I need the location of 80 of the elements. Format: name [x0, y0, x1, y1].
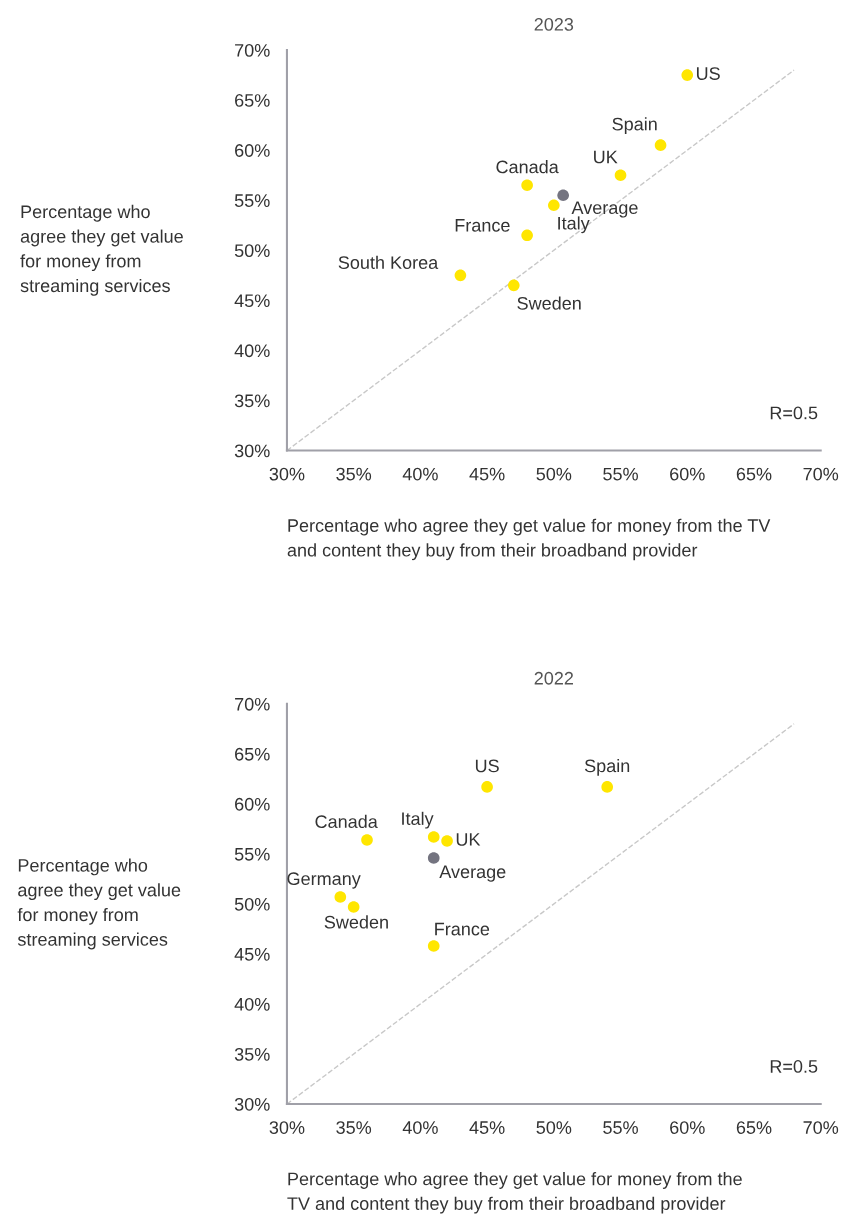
series-label: Average	[439, 865, 506, 882]
point	[441, 835, 453, 847]
series-label: Spain	[612, 117, 657, 135]
x-tick-label: 40%	[402, 1121, 438, 1134]
series-label: Average	[571, 201, 638, 218]
x-tick-label: 70%	[803, 1121, 839, 1134]
y-tick-label: 65%	[235, 747, 270, 761]
y-tick-label: 40%	[234, 997, 270, 1011]
series-label: France	[435, 922, 490, 936]
y-tick-label: 70%	[235, 697, 270, 711]
point	[654, 139, 667, 151]
y-tick-label: 45%	[234, 294, 270, 308]
series-label: Germany	[287, 872, 361, 889]
point	[361, 834, 373, 846]
x-tick-label: 65%	[736, 1121, 772, 1134]
y-tick-label: 35%	[234, 1047, 270, 1061]
y-tick-label: 30%	[234, 444, 270, 458]
x-tick-label: 60%	[670, 467, 705, 481]
y-tick-label: 70%	[235, 44, 270, 57]
series-label: Italy	[558, 216, 590, 234]
series-label: UK	[456, 833, 481, 846]
x-tick-label: 55%	[603, 1121, 638, 1134]
series-label: UK	[594, 150, 618, 164]
point	[427, 852, 440, 864]
y-tick-label: 35%	[234, 394, 270, 408]
y-tick-label: 50%	[234, 897, 270, 911]
chart-title: 2023	[534, 18, 574, 31]
point	[614, 169, 627, 182]
series-label: Canada	[315, 814, 378, 829]
x-tick-label: 30%	[269, 1121, 305, 1134]
series-label: Spain	[584, 758, 630, 776]
x-tick-label: 40%	[402, 467, 438, 481]
point	[557, 189, 569, 202]
point	[548, 199, 560, 212]
y-tick-label: 65%	[235, 94, 270, 107]
point	[601, 781, 613, 793]
series-label: Sweden	[517, 296, 581, 310]
x-tick-label: 50%	[536, 467, 572, 481]
x-axis-title: Percentage who agree they get value for money from the TV and content they buy from their broadband provider	[287, 518, 771, 561]
chart-title: 2022	[534, 671, 573, 685]
x-axis-title: Percentage who agree they get value for money from the TV and content they buy from their broadband provider	[287, 1172, 742, 1214]
x-tick-label: 35%	[336, 1121, 372, 1134]
x-tick-label: 45%	[469, 467, 505, 481]
x-tick-label: 60%	[670, 1121, 705, 1134]
series-label: Italy	[402, 811, 434, 829]
y-tick-label: 55%	[234, 847, 270, 861]
annotation: R=0.5	[770, 1060, 818, 1073]
annotation: R=0.5	[770, 406, 818, 420]
point	[521, 179, 533, 192]
point	[454, 269, 467, 282]
y-axis-title: Percentage who agree they get value for money from streaming services	[20, 204, 183, 296]
y-tick-label: 40%	[234, 344, 270, 358]
y-tick-label: 30%	[234, 1097, 270, 1111]
x-tick-label: 55%	[603, 467, 638, 481]
point	[507, 279, 520, 292]
point	[334, 891, 347, 903]
series-label: Sweden	[324, 915, 388, 929]
x-tick-label: 50%	[536, 1121, 572, 1134]
x-tick-label: 35%	[336, 467, 372, 481]
series-label: US	[696, 67, 720, 80]
y-tick-label: 60%	[235, 144, 270, 157]
point	[427, 940, 440, 952]
point	[427, 831, 440, 843]
y-tick-label: 45%	[234, 948, 270, 961]
x-tick-label: 45%	[469, 1121, 505, 1134]
point	[681, 69, 694, 81]
point	[481, 781, 493, 793]
series-label: Canada	[496, 160, 559, 174]
point	[347, 901, 360, 913]
y-tick-label: 50%	[234, 244, 270, 258]
x-tick-label: 70%	[803, 467, 839, 481]
series-label: South Korea	[338, 255, 439, 269]
series-label: France	[455, 219, 510, 232]
y-tick-label: 60%	[235, 797, 270, 811]
point	[521, 229, 533, 242]
y-axis-title: Percentage who agree they get value for money from streaming services	[17, 858, 181, 950]
series-label: US	[475, 759, 499, 773]
x-tick-label: 65%	[736, 467, 772, 481]
y-tick-label: 55%	[234, 194, 270, 207]
x-tick-label: 30%	[269, 467, 305, 481]
